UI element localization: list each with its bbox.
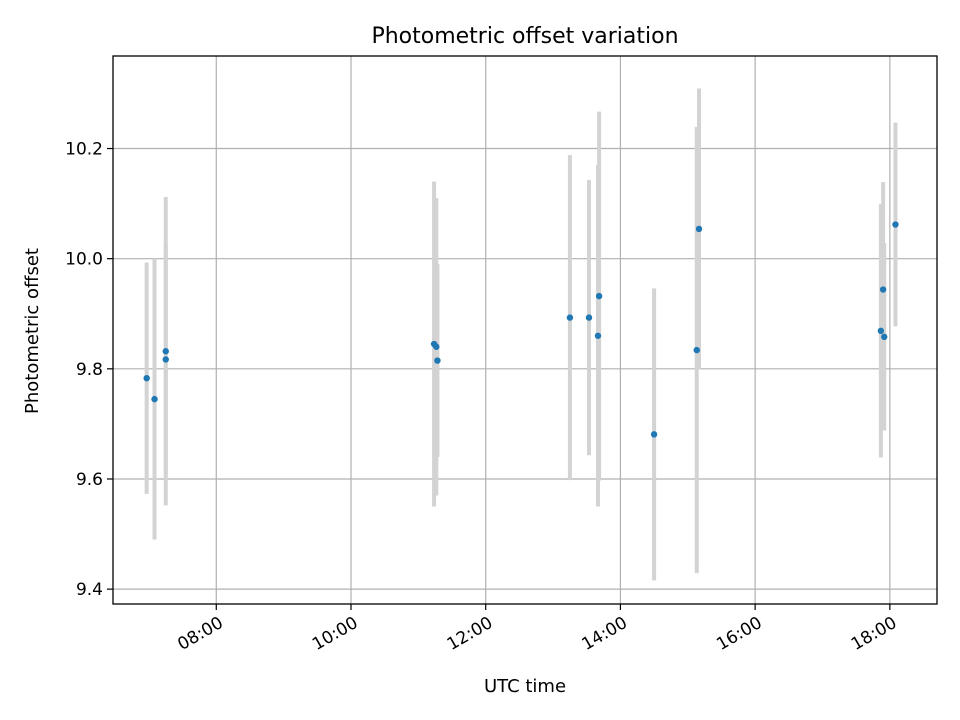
data-point (877, 327, 885, 335)
y-axis-label: Photometric offset (22, 248, 43, 414)
data-point (695, 225, 703, 233)
plot-frame (112, 55, 938, 605)
data-point (433, 343, 440, 350)
y-tick-label: 9.8 (76, 360, 103, 380)
data-point (892, 221, 899, 228)
data-point (595, 292, 603, 300)
data-point (143, 374, 150, 382)
data-point-layer (143, 221, 899, 438)
y-tick-label: 9.6 (76, 470, 103, 490)
data-point (566, 314, 574, 321)
data-point (650, 431, 658, 438)
data-point (594, 332, 602, 339)
data-point (881, 333, 888, 341)
data-point (162, 356, 169, 363)
data-point (879, 286, 887, 293)
data-point (162, 348, 169, 355)
chart-title: Photometric offset variation (371, 24, 678, 49)
grid-layer (113, 56, 937, 604)
y-tick-label: 10.0 (65, 250, 103, 270)
y-tick-label: 10.2 (65, 140, 103, 160)
data-point (693, 346, 700, 354)
y-tick-label: 9.4 (76, 580, 103, 600)
data-point (151, 395, 158, 403)
x-axis-label: UTC time (484, 676, 566, 697)
data-point (434, 357, 441, 364)
data-point (585, 314, 593, 321)
